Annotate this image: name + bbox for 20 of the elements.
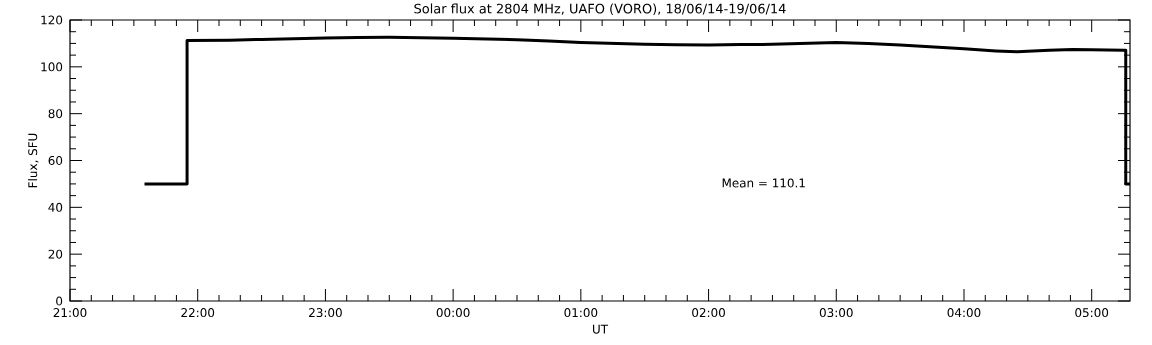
y-axis-title: Flux, SFU: [27, 133, 39, 188]
y-tick-label: 40: [48, 202, 63, 212]
x-tick-label: 22:00: [181, 308, 215, 318]
x-tick-label: 04:00: [947, 308, 981, 318]
x-tick-label: 21:00: [53, 308, 87, 318]
y-tick-label: 20: [48, 249, 63, 259]
x-tick-label: 05:00: [1075, 308, 1109, 318]
y-tick-label: 120: [41, 15, 63, 25]
x-tick-label: 01:00: [564, 308, 598, 318]
y-tick-label: 80: [48, 109, 63, 119]
x-tick-label: 23:00: [309, 308, 342, 318]
chart-title: Solar flux at 2804 MHz, UAFO (VORO), 18/06/14-19/06/14: [414, 3, 786, 16]
y-tick-label: 100: [41, 62, 63, 72]
annotation: Mean = 110.1: [722, 178, 805, 188]
y-tick-label: 0: [56, 296, 63, 306]
x-tick-label: 03:00: [819, 308, 853, 318]
y-tick-label: 60: [48, 155, 63, 166]
x-tick-label: 02:00: [692, 308, 725, 318]
x-axis-title: UT: [593, 324, 609, 334]
x-tick-label: 00:00: [436, 308, 470, 318]
